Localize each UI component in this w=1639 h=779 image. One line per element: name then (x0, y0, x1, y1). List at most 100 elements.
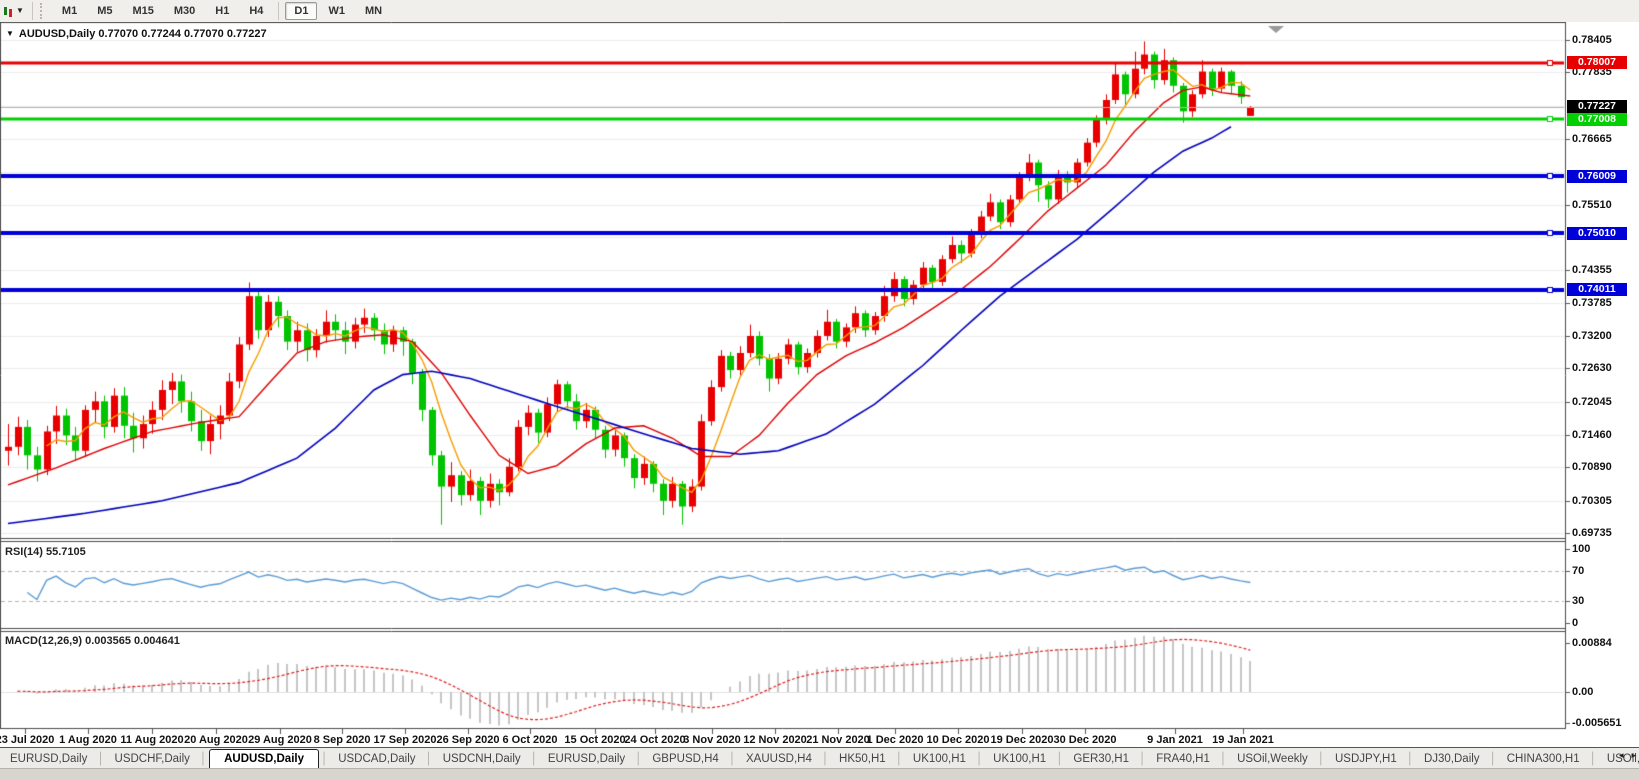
date-tick-label: 19 Dec 2020 (990, 734, 1054, 746)
macd-indicator-label: MACD(12,26,9) 0.003565 0.004641 (5, 635, 180, 647)
timeframe-button-h4[interactable]: H4 (249, 4, 264, 17)
tab-xauusd-h4[interactable]: XAUUSD,H4 (746, 753, 812, 765)
collapse-triangle-icon[interactable]: ▼ (6, 29, 14, 38)
date-tick-label: 19 Jan 2021 (1212, 734, 1274, 746)
tab-usdcnh-daily[interactable]: USDCNH,Daily (442, 753, 521, 765)
price-axis-label: 0.78405 (1572, 33, 1612, 46)
price-badge: 0.74011 (1567, 283, 1627, 297)
tab-separator: │ (975, 753, 984, 765)
timeframe-button-d1[interactable]: D1 (285, 1, 318, 20)
tab-audusd-daily[interactable]: AUDUSD,Daily (209, 749, 319, 768)
price-axis-label: 0.73785 (1572, 296, 1612, 309)
tab-separator: │ (821, 753, 830, 765)
price-axis-label: 0.70890 (1572, 461, 1612, 474)
macd-axis-label: -0.005651 (1572, 717, 1622, 730)
tab-separator: │ (728, 753, 737, 765)
rsi-axis-label: 100 (1572, 543, 1591, 555)
tab-usoil-[interactable]: USOil, (1606, 753, 1639, 765)
price-axis-label: 0.74355 (1572, 264, 1612, 277)
price-badge: 0.75010 (1567, 226, 1627, 240)
tabs-scroll-left-icon[interactable]: ◂ (1618, 750, 1624, 760)
tabs-scroll-right-icon[interactable]: ▸ (1631, 750, 1636, 760)
date-tick-label: 21 Nov 2020 (806, 734, 870, 746)
date-tick-label: 23 Jul 2020 (0, 734, 55, 746)
chart-ohlc-title: ▼ AUDUSD,Daily 0.77070 0.77244 0.77070 0… (6, 28, 267, 40)
price-chart-canvas[interactable] (0, 22, 1639, 746)
rsi-axis-label: 0 (1572, 617, 1579, 629)
price-badge: 0.78007 (1567, 56, 1627, 70)
tab-separator: │ (1056, 753, 1064, 765)
price-axis-label: 0.72045 (1572, 395, 1612, 408)
tab-usdcad-daily[interactable]: USDCAD,Daily (338, 753, 416, 765)
tab-eurusd-daily[interactable]: EURUSD,Daily (10, 753, 88, 765)
date-tick-label: 1 Dec 2020 (866, 734, 924, 746)
tab-separator: │ (895, 753, 903, 765)
timeframe-button-mn[interactable]: MN (364, 4, 383, 17)
timeframe-button-m30[interactable]: M30 (173, 4, 196, 17)
price-badge: 0.76009 (1567, 169, 1627, 183)
price-axis-label: 0.72630 (1572, 362, 1612, 375)
price-axis-label: 0.70305 (1572, 494, 1612, 507)
timeframes-toolbar: ▼ M1 M5 M15 M30 H1 H4 D1 W1 MN (0, 0, 1639, 23)
tab-usdjpy-h1[interactable]: USDJPY,H1 (1334, 753, 1397, 765)
chart-window: ▼ AUDUSD,Daily 0.77070 0.77244 0.77070 0… (0, 22, 1639, 746)
tab-eurusd-daily[interactable]: EURUSD,Daily (547, 753, 626, 765)
tab-gbpusd-h4[interactable]: GBPUSD,H4 (652, 753, 719, 765)
symbol-ohlc-text: AUDUSD,Daily 0.77070 0.77244 0.77070 0.7… (18, 28, 267, 40)
date-tick-label: 15 Oct 2020 (564, 734, 626, 746)
date-tick-label: 26 Sep 2020 (436, 734, 500, 746)
date-tick-label: 10 Dec 2020 (926, 734, 990, 746)
candlestick-chart-icon (3, 5, 14, 18)
macd-axis-label: 0.00884 (1572, 636, 1612, 649)
timeframe-button-m5[interactable]: M5 (97, 4, 113, 17)
tab-fra40-h1[interactable]: FRA40,H1 (1156, 753, 1210, 765)
tab-scroll-arrows: ◂ ▸ (1619, 750, 1636, 761)
timeframe-button-w1[interactable]: W1 (328, 4, 345, 17)
tab-usoil-weekly[interactable]: USOil,Weekly (1237, 753, 1308, 765)
price-axis-label: 0.76665 (1572, 132, 1612, 145)
date-tick-label: 1 Aug 2020 (59, 734, 117, 746)
tab-usdchf-daily[interactable]: USDCHF,Daily (114, 753, 190, 765)
tab-uk100-h1[interactable]: UK100,H1 (993, 753, 1047, 765)
chart-tool-icon[interactable]: ▼ (0, 2, 27, 20)
price-axis-label: 0.75510 (1572, 198, 1612, 211)
timeframe-buttons: M1 M5 M15 M30 H1 H4 D1 W1 MN (52, 1, 392, 20)
rsi-axis-label: 30 (1572, 594, 1585, 607)
date-tick-label: 30 Dec 2020 (1053, 734, 1117, 746)
toolbar-grip-handle[interactable] (39, 3, 48, 19)
tab-uk100-h1[interactable]: UK100,H1 (912, 753, 966, 765)
tab-separator: │ (1489, 753, 1497, 765)
tab-dj30-daily[interactable]: DJ30,Daily (1423, 753, 1480, 765)
tab-separator: │ (1139, 753, 1147, 765)
timeframe-button-m15[interactable]: M15 (132, 4, 154, 17)
date-tick-label: 6 Oct 2020 (502, 734, 558, 746)
timeframe-button-m1[interactable]: M1 (61, 4, 78, 17)
date-tick-label: 11 Aug 2020 (120, 734, 184, 746)
price-axis-label: 0.71460 (1572, 428, 1612, 441)
date-tick-label: 3 Nov 2020 (683, 734, 741, 746)
date-tick-label: 20 Aug 2020 (184, 734, 248, 746)
tab-separator: │ (1317, 753, 1325, 765)
tab-china300-h1[interactable]: CHINA300,H1 (1506, 753, 1580, 765)
date-tick-label: 29 Aug 2020 (248, 734, 312, 746)
date-tick-label: 17 Sep 2020 (373, 734, 437, 746)
tab-ger30-h1[interactable]: GER30,H1 (1073, 753, 1129, 765)
price-badge: 0.77008 (1567, 112, 1627, 126)
price-badge: 0.77227 (1567, 100, 1627, 114)
chevron-down-icon: ▼ (16, 6, 24, 15)
chart-tabs-bar: EURUSD,Daily │ USDCHF,Daily │ AUDUSD,Daily │ U… (0, 747, 1639, 768)
price-axis-label: 0.77835 (1572, 66, 1612, 79)
macd-axis-label: 0.00 (1572, 686, 1594, 698)
bottom-status-strip (0, 768, 1639, 779)
date-tick-label: 12 Nov 2020 (743, 734, 807, 746)
tab-separator: │ (1406, 753, 1414, 765)
timeframe-button-h1[interactable]: H1 (215, 4, 230, 17)
tab-separator: │ (1589, 753, 1597, 765)
toolbar-separator (278, 2, 280, 20)
tab-separator: │ (97, 753, 105, 765)
price-axis-label: 0.69735 (1572, 526, 1612, 539)
toolbar-separator (31, 2, 33, 20)
tab-hk50-h1[interactable]: HK50,H1 (839, 753, 886, 765)
tab-separator: │ (321, 753, 329, 765)
